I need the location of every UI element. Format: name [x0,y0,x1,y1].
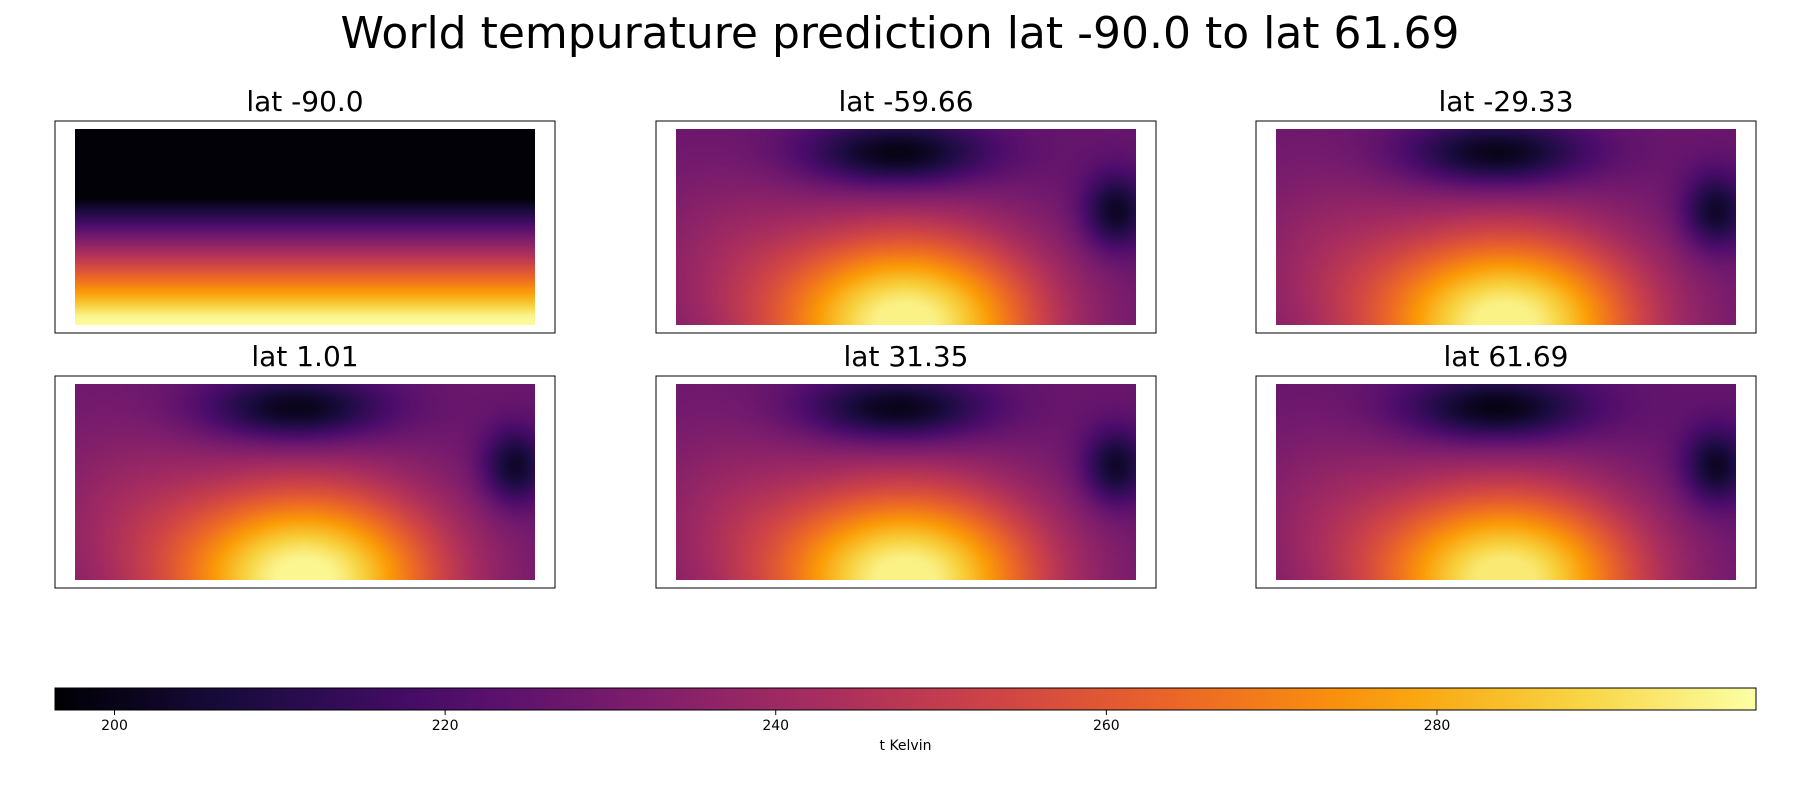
colorbar-label: t Kelvin [880,738,932,754]
colorbar-tick-label: 240 [762,718,789,734]
panels: lat -90.0 lat -59.66 lat -29.33 lat 1.01 lat… [54,85,1757,589]
colorbar-tick-label: 280 [1424,718,1451,734]
colorbar-tick-label: 220 [432,718,459,734]
heatmap-image [1276,129,1736,325]
colorbar-tick-label: 200 [101,718,128,734]
heatmap-image [676,129,1136,325]
panel: lat 31.35 [655,340,1157,589]
colorbar-tick-label: 260 [1093,718,1120,734]
panel-title: lat 61.69 [1444,340,1569,373]
panel-title: lat 31.35 [844,340,969,373]
panel-title: lat -90.0 [246,85,363,118]
panel-title: lat -59.66 [838,85,973,118]
colorbar: 200 220 240 260 280 t Kelvin [54,687,1757,754]
panel: lat -59.66 [655,85,1157,334]
panel: lat 61.69 [1255,340,1757,589]
heatmap-image [75,129,535,325]
heatmap-image [676,384,1136,580]
heatmap-image [75,384,535,580]
colorbar-gradient [54,687,1757,711]
panel: lat -29.33 [1255,85,1757,334]
panel: lat -90.0 [54,85,556,334]
heatmap-image [1276,384,1736,580]
chart-title: World tempurature prediction lat -90.0 t… [341,8,1460,59]
panel-title: lat 1.01 [251,340,358,373]
panel-title: lat -29.33 [1438,85,1573,118]
panel: lat 1.01 [54,340,556,589]
